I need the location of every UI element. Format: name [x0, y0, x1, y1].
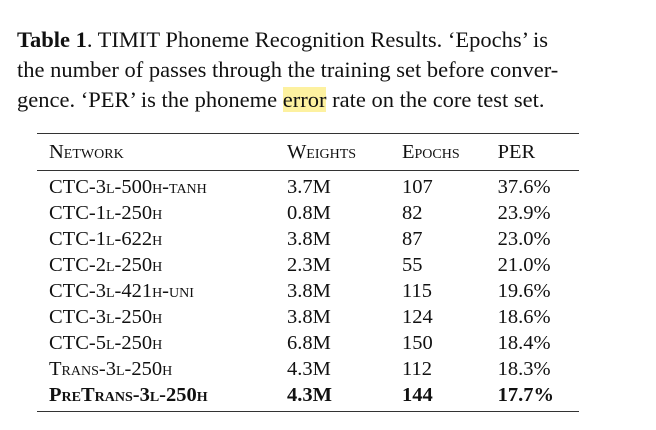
table-row: CTC-1l-622h 3.8M 87 23.0% — [37, 226, 579, 252]
cell-weights: 6.8M — [286, 332, 331, 354]
caption-line-3-post: rate on the core test set. — [326, 87, 545, 112]
cell-epochs: 150 — [402, 332, 433, 354]
cell-epochs: 107 — [402, 176, 433, 198]
cell-weights: 3.7M — [286, 176, 331, 198]
highlighted-word[interactable]: error — [282, 87, 327, 112]
header-per: PER — [497, 133, 579, 171]
cell-weights: 2.3M — [286, 254, 331, 276]
cell-epochs: 55 — [402, 254, 423, 276]
cell-epochs: 144 — [402, 382, 498, 412]
caption-line-1-text: . TIMIT Phoneme Recognition Results. ‘Ep… — [86, 27, 549, 52]
caption-line-1: Table 1. TIMIT Phoneme Recognition Resul… — [17, 25, 647, 55]
cell-weights: 4.3M — [286, 382, 402, 412]
table-row: CTC-3l-500h-tanh 3.7M 107 37.6% — [37, 171, 579, 201]
header-epochs: Epochs — [402, 133, 498, 171]
table-row: CTC-1l-250h 0.8M 82 23.9% — [37, 200, 579, 226]
results-table-wrapper: Network Weights Epochs PER CTC-3l-500h-t… — [37, 133, 579, 412]
cell-network: CTC-3l-421h-uni — [49, 280, 194, 302]
cell-per: 18.3% — [497, 358, 551, 380]
cell-network: CTC-3l-500h-tanh — [49, 176, 207, 198]
cell-network: CTC-1l-250h — [49, 202, 163, 224]
table-row: CTC-5l-250h 6.8M 150 18.4% — [37, 330, 579, 356]
table-header-row: Network Weights Epochs PER — [37, 133, 579, 171]
cell-network: PreTrans-3l-250h — [37, 382, 287, 412]
cell-per: 18.6% — [497, 306, 551, 328]
cell-network: CTC-1l-622h — [49, 228, 163, 250]
cell-per: 19.6% — [497, 280, 551, 302]
table-caption: Table 1. TIMIT Phoneme Recognition Resul… — [17, 25, 647, 115]
table-row: CTC-3l-421h-uni 3.8M 115 19.6% — [37, 278, 579, 304]
cell-per: 21.0% — [497, 254, 551, 276]
cell-network: CTC-5l-250h — [49, 332, 163, 354]
cell-per: 23.9% — [497, 202, 551, 224]
cell-epochs: 87 — [402, 228, 423, 250]
header-network: Network — [37, 133, 287, 171]
cell-per: 17.7% — [497, 382, 579, 412]
cell-network: CTC-2l-250h — [49, 254, 163, 276]
cell-weights: 3.8M — [286, 306, 331, 328]
table-row: Trans-3l-250h 4.3M 112 18.3% — [37, 356, 579, 382]
cell-weights: 3.8M — [286, 280, 331, 302]
cell-epochs: 112 — [402, 358, 432, 380]
caption-line-3: gence. ‘PER’ is the phoneme error rate o… — [17, 85, 647, 115]
cell-epochs: 82 — [402, 202, 423, 224]
table-body: CTC-3l-500h-tanh 3.7M 107 37.6% CTC-1l-250h 0… — [37, 171, 579, 412]
caption-line-3-pre: gence. ‘PER’ is the phoneme — [17, 87, 283, 112]
table-row: CTC-2l-250h 2.3M 55 21.0% — [37, 252, 579, 278]
cell-network: CTC-3l-250h — [49, 306, 163, 328]
results-table: Network Weights Epochs PER CTC-3l-500h-t… — [37, 133, 579, 412]
header-weights: Weights — [286, 133, 402, 171]
table-row: CTC-3l-250h 3.8M 124 18.6% — [37, 304, 579, 330]
caption-label: Table 1 — [17, 27, 87, 52]
cell-epochs: 115 — [402, 280, 432, 302]
caption-line-2: the number of passes through the trainin… — [17, 57, 559, 82]
table-row: PreTrans-3l-250h 4.3M 144 17.7% — [37, 382, 579, 412]
cell-per: 23.0% — [497, 228, 551, 250]
cell-epochs: 124 — [402, 306, 433, 328]
cell-weights: 0.8M — [286, 202, 331, 224]
cell-per: 18.4% — [497, 332, 551, 354]
cell-per: 37.6% — [497, 176, 551, 198]
cell-weights: 3.8M — [286, 228, 331, 250]
cell-weights: 4.3M — [286, 358, 331, 380]
cell-network: Trans-3l-250h — [49, 358, 173, 380]
